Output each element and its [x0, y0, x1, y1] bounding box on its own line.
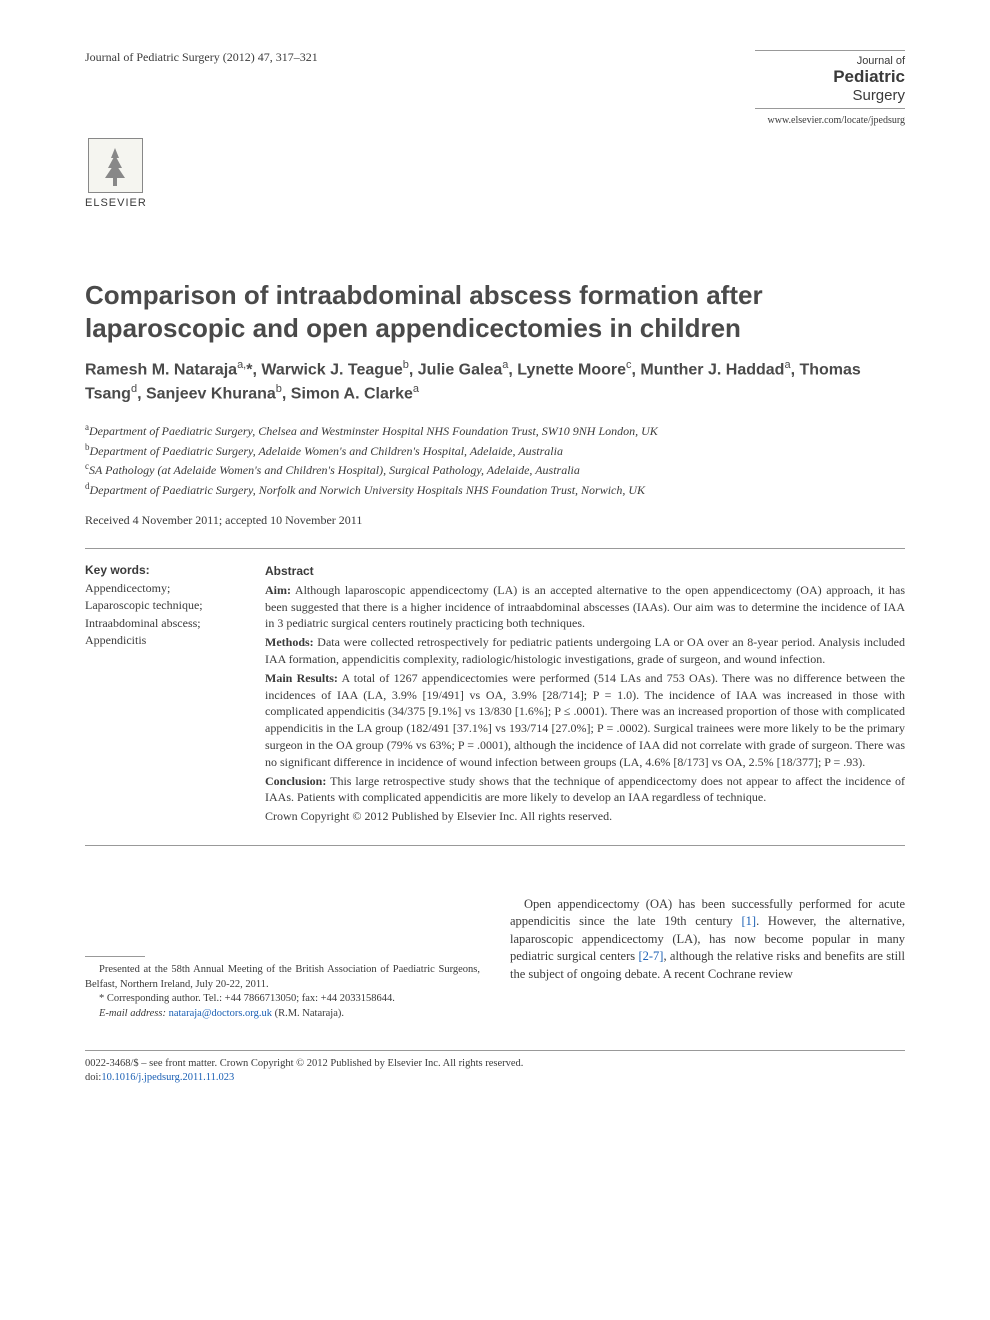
abstract-methods: Methods: Data were collected retrospecti…: [265, 634, 905, 668]
conclusion-text: This large retrospective study shows tha…: [265, 774, 905, 805]
doi-link[interactable]: 10.1016/j.jpedsurg.2011.11.023: [101, 1072, 234, 1083]
doi-line: doi:10.1016/j.jpedsurg.2011.11.023: [85, 1071, 905, 1086]
email-attribution: (R.M. Nataraja).: [275, 1008, 344, 1019]
bottom-metadata: 0022-3468/$ – see front matter. Crown Co…: [85, 1057, 905, 1086]
elsevier-logo: ELSEVIER: [85, 138, 147, 209]
aim-label: Aim:: [265, 583, 291, 597]
abstract-heading: Abstract: [265, 563, 905, 580]
footnote-presented: Presented at the 58th Annual Meeting of …: [85, 963, 480, 992]
author-list: Ramesh M. Natarajaa,*, Warwick J. Teague…: [85, 358, 905, 405]
tree-icon: [93, 143, 138, 188]
article-title: Comparison of intraabdominal abscess for…: [85, 279, 905, 344]
keywords-column: Key words: Appendicectomy;Laparoscopic t…: [85, 563, 235, 827]
journal-brand-block: Journal of Pediatric Surgery www.elsevie…: [755, 50, 905, 126]
abstract-conclusion: Conclusion: This large retrospective stu…: [265, 773, 905, 807]
left-column: Presented at the 58th Annual Meeting of …: [85, 896, 480, 1022]
journal-line-3: Surgery: [755, 87, 905, 104]
doi-prefix: doi:: [85, 1072, 101, 1083]
body-paragraph-1: Open appendicectomy (OA) has been succes…: [510, 896, 905, 984]
affiliations: aDepartment of Paediatric Surgery, Chels…: [85, 421, 905, 499]
elsevier-tree-icon: [88, 138, 143, 193]
right-column: Open appendicectomy (OA) has been succes…: [510, 896, 905, 1022]
journal-title-box: Journal of Pediatric Surgery: [755, 50, 905, 109]
abstract-aim: Aim: Although laparoscopic appendicectom…: [265, 582, 905, 632]
abstract-column: Abstract Aim: Although laparoscopic appe…: [265, 563, 905, 827]
abstract-results: Main Results: A total of 1267 appendicec…: [265, 670, 905, 771]
citation-ref-1[interactable]: [1]: [742, 914, 757, 928]
footnotes: Presented at the 58th Annual Meeting of …: [85, 963, 480, 1022]
methods-text: Data were collected retrospectively for …: [265, 635, 905, 666]
footnote-email-line: E-mail address: nataraja@doctors.org.uk …: [85, 1007, 480, 1022]
journal-citation: Journal of Pediatric Surgery (2012) 47, …: [85, 50, 318, 65]
body-text: Presented at the 58th Annual Meeting of …: [85, 896, 905, 1022]
email-label: E-mail address:: [99, 1008, 166, 1019]
page-header: Journal of Pediatric Surgery (2012) 47, …: [85, 50, 905, 126]
footnote-corresponding: * Corresponding author. Tel.: +44 786671…: [85, 992, 480, 1007]
keywords-heading: Key words:: [85, 563, 235, 577]
abstract-copyright: Crown Copyright © 2012 Published by Else…: [265, 808, 905, 825]
corresponding-email[interactable]: nataraja@doctors.org.uk: [169, 1008, 272, 1019]
article-dates: Received 4 November 2011; accepted 10 No…: [85, 513, 905, 528]
publisher-logo-row: ELSEVIER: [85, 138, 905, 209]
front-matter-line: 0022-3468/$ – see front matter. Crown Co…: [85, 1057, 905, 1072]
results-text: A total of 1267 appendicectomies were pe…: [265, 671, 905, 769]
elsevier-wordmark: ELSEVIER: [85, 197, 147, 209]
journal-url[interactable]: www.elsevier.com/locate/jpedsurg: [755, 115, 905, 126]
results-label: Main Results:: [265, 671, 338, 685]
bottom-rule: [85, 1050, 905, 1051]
abstract-block: Key words: Appendicectomy;Laparoscopic t…: [85, 548, 905, 846]
methods-label: Methods:: [265, 635, 314, 649]
journal-line-1: Journal of: [755, 55, 905, 67]
conclusion-label: Conclusion:: [265, 774, 326, 788]
aim-text: Although laparoscopic appendicectomy (LA…: [265, 583, 905, 631]
journal-line-2: Pediatric: [755, 67, 905, 87]
citation-ref-2-7[interactable]: [2-7]: [638, 949, 663, 963]
keywords-list: Appendicectomy;Laparoscopic technique;In…: [85, 580, 235, 650]
footnote-rule: [85, 956, 145, 957]
